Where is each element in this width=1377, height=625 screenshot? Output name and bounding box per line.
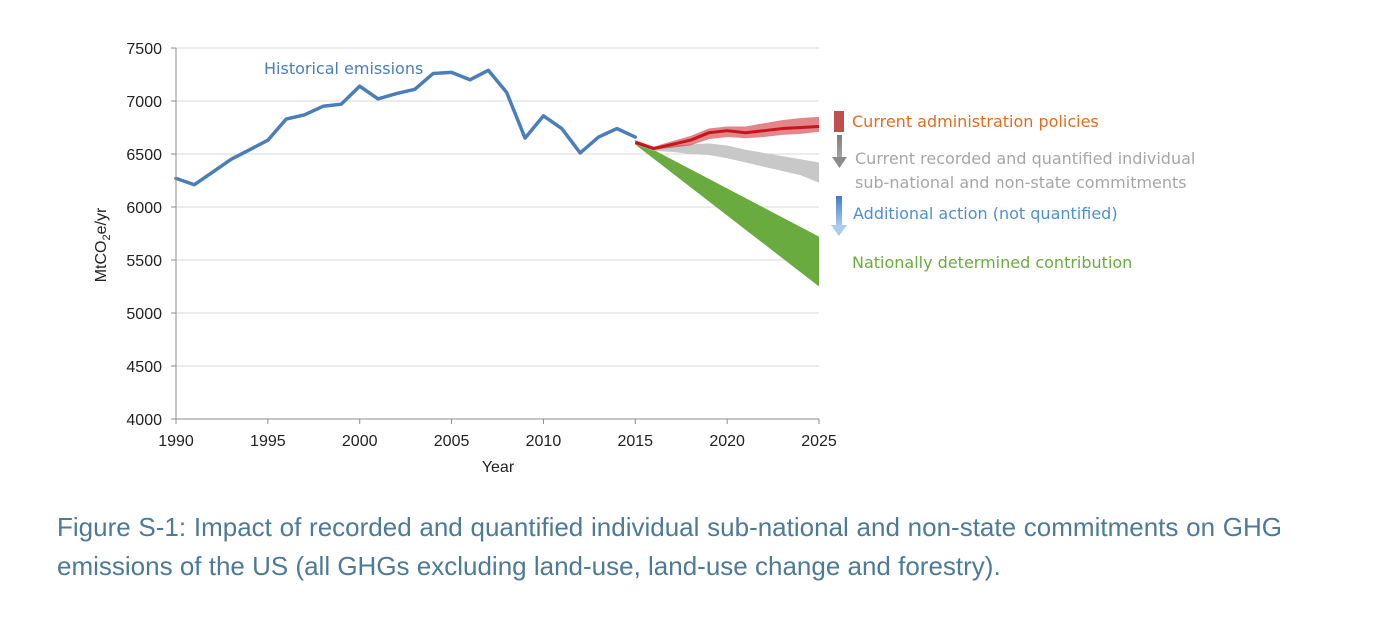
y-tick-label: 4000 [126,412,162,429]
y-axis-title: MtCO2e/yr [93,207,113,282]
ndc-label: Nationally determined contribution [852,253,1132,272]
current-policies-line [634,124,820,151]
current-policies-label: Current administration policies [852,112,1099,131]
projection-bands [635,116,819,287]
commitments-band [635,140,819,183]
x-tick-label: 2010 [526,433,562,450]
figure-caption: Figure S-1: Impact of recorded and quant… [57,512,1282,581]
commitments-label: Current recorded and quantified individu… [855,149,1200,192]
commitments-down-arrow-icon [832,135,847,168]
y-tick-label: 7000 [126,94,162,111]
y-tick-label: 4500 [126,359,162,376]
emissions-chart: 4000 4500 5000 5500 6000 6500 7000 7500 1990 1995… [93,41,1200,476]
y-tick-label: 6000 [126,200,162,217]
x-tick-label: 2005 [434,433,470,450]
additional-action-down-arrow-icon [831,196,847,236]
ndc-band [635,140,819,287]
y-axis-title-main: MtCO [93,241,110,283]
axes [171,47,820,424]
y-tick-label: 6500 [126,147,162,164]
historical-emissions-label: Historical emissions [264,59,423,78]
x-tick-label: 2025 [801,433,837,450]
historical-emissions-line [174,68,638,187]
tick-labels: 4000 4500 5000 5500 6000 6500 7000 7500 1990 1995… [126,41,836,450]
y-axis-title-suffix: e/yr [93,207,110,234]
y-tick-label: 7500 [126,41,162,58]
additional-action-label: Additional action (not quantified) [853,204,1118,223]
gridlines [176,47,819,367]
current-policies-band [635,116,819,150]
x-tick-label: 2000 [342,433,378,450]
y-axis-title-sub: 2 [101,234,113,240]
commitments-label-line-2: sub-national and non-state commitments [855,173,1187,192]
x-axis-title: Year [482,459,515,476]
x-tick-label: 1995 [250,433,286,450]
x-tick-label: 2015 [617,433,653,450]
x-tick-label: 1990 [158,433,194,450]
commitments-label-line-1: Current recorded and quantified individu… [855,149,1195,168]
x-tick-label: 2020 [709,433,745,450]
y-tick-label: 5500 [126,253,162,270]
y-tick-label: 5000 [126,306,162,323]
current-policies-legend-swatch [834,111,844,132]
series-lines [174,68,820,187]
